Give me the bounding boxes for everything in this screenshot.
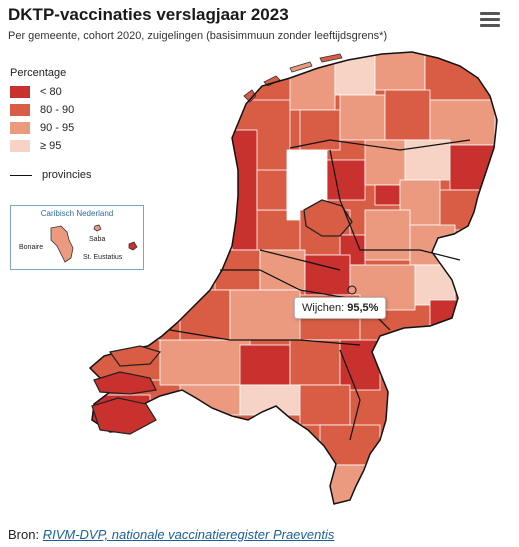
municipality-region[interactable] [424,54,496,101]
municipality-region[interactable] [319,424,381,466]
bonaire-island[interactable] [50,225,74,263]
municipality-region[interactable] [239,344,291,386]
wadden-island[interactable] [243,89,257,103]
municipality-region[interactable] [229,289,301,341]
provinces-label: provincies [42,169,92,181]
municipality-region[interactable] [384,89,431,141]
municipality-region[interactable] [256,169,288,211]
wadden-island[interactable] [289,61,313,73]
legend-label: 80 - 90 [40,104,75,116]
wijchen-highlight[interactable] [347,285,357,295]
legend-label: < 80 [40,86,62,98]
saba-island[interactable] [93,224,102,232]
municipality-region[interactable] [429,99,496,146]
province-boundary [289,139,471,151]
st-eustatius-label: St. Eustatius [83,254,123,261]
province-boundary [169,329,361,346]
legend-swatch [10,122,30,134]
chart-title: DKTP-vaccinaties verslagjaar 2023 [8,5,289,24]
municipality-region[interactable] [91,397,157,435]
bonaire-label: Bonaire [19,244,44,251]
municipality-region[interactable] [299,109,341,151]
inset-title: Caribisch Nederland [40,209,114,218]
municipality-region[interactable] [374,52,426,91]
municipality-region[interactable] [289,339,341,386]
legend: Percentage < 80 80 - 90 90 - 95 ≥ 95 [10,67,74,155]
municipality-region[interactable] [324,159,366,201]
municipality-region[interactable] [231,129,258,251]
legend-item[interactable]: 80 - 90 [10,101,74,119]
municipality-region[interactable] [239,384,301,416]
municipality-region[interactable] [304,254,351,296]
municipality-region[interactable] [334,54,376,96]
municipality-region[interactable] [299,384,351,426]
municipality-region[interactable] [439,189,481,231]
municipality-region[interactable] [93,371,157,395]
wadden-island[interactable] [319,53,343,63]
municipality-region[interactable] [159,339,251,386]
saba-label: Saba [89,236,106,243]
legend-title: Percentage [10,67,67,79]
map-tooltip: Wijchen: 95,5% [294,297,387,319]
legend-swatch [10,86,30,98]
municipality-region[interactable] [414,264,456,306]
tooltip-value: 95,5% [347,302,379,314]
hamburger-menu-icon[interactable] [480,12,500,28]
legend-swatch [10,140,30,152]
municipality-region[interactable] [179,384,241,416]
st-eustatius-island[interactable] [128,241,138,251]
provinces-legend-item: provincies [10,169,92,181]
municipality-region[interactable] [374,184,401,206]
legend-label: 90 - 95 [40,122,75,134]
tooltip-municipality: Wijchen: [302,302,345,314]
source-prefix: Bron: [8,527,43,542]
municipality-region[interactable] [364,139,406,186]
chart-subtitle: Per gemeente, cohort 2020, zuigelingen (… [8,30,388,42]
source-line: Bron: RIVM-DVP, nationale vaccinatieregi… [8,527,334,542]
province-line-icon [10,174,32,176]
municipality-region[interactable] [364,209,411,261]
municipality-region[interactable] [339,94,386,141]
legend-label: ≥ 95 [40,140,62,152]
source-link[interactable]: RIVM-DVP, nationale vaccinatieregister P… [42,527,335,542]
province-boundary [329,149,461,261]
legend-item[interactable]: ≥ 95 [10,137,74,155]
caribbean-inset: Caribisch Nederland Bonaire Saba St. Eus… [10,205,144,270]
province-boundary [259,249,341,271]
inset-map [50,224,138,263]
municipality-region[interactable] [108,345,162,367]
municipality-region[interactable] [303,199,353,237]
legend-item[interactable]: < 80 [10,83,74,101]
legend-swatch [10,104,30,116]
province-boundary [339,349,361,441]
municipality-region[interactable] [409,224,456,266]
legend-item[interactable]: 90 - 95 [10,119,74,137]
